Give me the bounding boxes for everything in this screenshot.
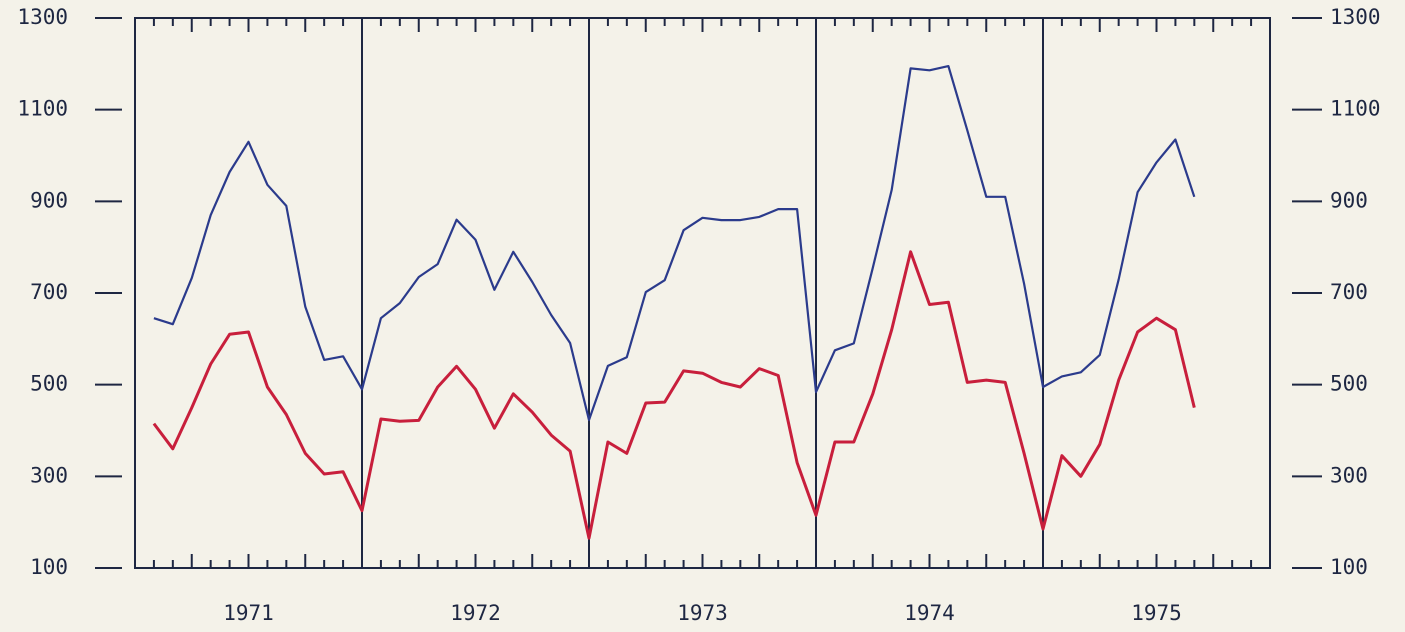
plot-frame (134, 17, 1271, 569)
y-tick-label: 700 (30, 280, 68, 304)
y2-tick-label: 700 (1330, 280, 1368, 304)
y-tick-label: 500 (30, 372, 68, 396)
series-line (152, 250, 1196, 540)
y2-tick-label: 100 (1330, 555, 1368, 579)
y-tick-label: 300 (30, 463, 68, 487)
y-tick-label: 900 (30, 188, 68, 212)
y2-tick-label: 900 (1330, 188, 1368, 212)
y2-tick-label: 1300 (1330, 5, 1381, 29)
y-tick-label: 1100 (17, 97, 68, 121)
x-tick-label: 1973 (677, 601, 728, 625)
x-tick-label: 1975 (1131, 601, 1182, 625)
series-line (153, 65, 1196, 422)
y-tick-label: 100 (30, 555, 68, 579)
y2-tick-label: 500 (1330, 372, 1368, 396)
x-tick-label: 1971 (223, 601, 274, 625)
x-tick-label: 1972 (450, 601, 501, 625)
y2-tick-label: 300 (1330, 463, 1368, 487)
y2-tick-label: 1100 (1330, 97, 1381, 121)
x-tick-label: 1974 (904, 601, 955, 625)
y-tick-label: 1300 (17, 5, 68, 29)
